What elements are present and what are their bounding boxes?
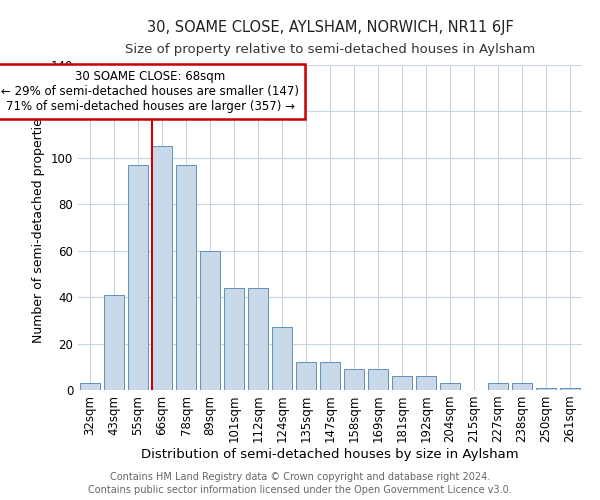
Bar	[488, 383, 508, 390]
Text: 30, SOAME CLOSE, AYLSHAM, NORWICH, NR11 6JF: 30, SOAME CLOSE, AYLSHAM, NORWICH, NR11 …	[146, 20, 514, 35]
Y-axis label: Number of semi-detached properties: Number of semi-detached properties	[32, 112, 45, 343]
Bar	[296, 362, 316, 390]
Bar	[344, 369, 364, 390]
X-axis label: Distribution of semi-detached houses by size in Aylsham: Distribution of semi-detached houses by …	[141, 448, 519, 461]
Text: 30 SOAME CLOSE: 68sqm
← 29% of semi-detached houses are smaller (147)
71% of sem: 30 SOAME CLOSE: 68sqm ← 29% of semi-deta…	[1, 70, 299, 112]
Bar	[272, 328, 292, 390]
Bar	[440, 383, 460, 390]
Bar	[416, 376, 436, 390]
Bar	[368, 369, 388, 390]
Bar	[536, 388, 556, 390]
Bar	[104, 295, 124, 390]
Bar	[392, 376, 412, 390]
Bar	[176, 165, 196, 390]
Bar	[512, 383, 532, 390]
Bar	[128, 165, 148, 390]
Text: Size of property relative to semi-detached houses in Aylsham: Size of property relative to semi-detach…	[125, 42, 535, 56]
Bar	[224, 288, 244, 390]
Text: Contains public sector information licensed under the Open Government Licence v3: Contains public sector information licen…	[88, 485, 512, 495]
Bar	[248, 288, 268, 390]
Text: Contains HM Land Registry data © Crown copyright and database right 2024.: Contains HM Land Registry data © Crown c…	[110, 472, 490, 482]
Bar	[200, 250, 220, 390]
Bar	[320, 362, 340, 390]
Bar	[80, 383, 100, 390]
Bar	[560, 388, 580, 390]
Bar	[152, 146, 172, 390]
